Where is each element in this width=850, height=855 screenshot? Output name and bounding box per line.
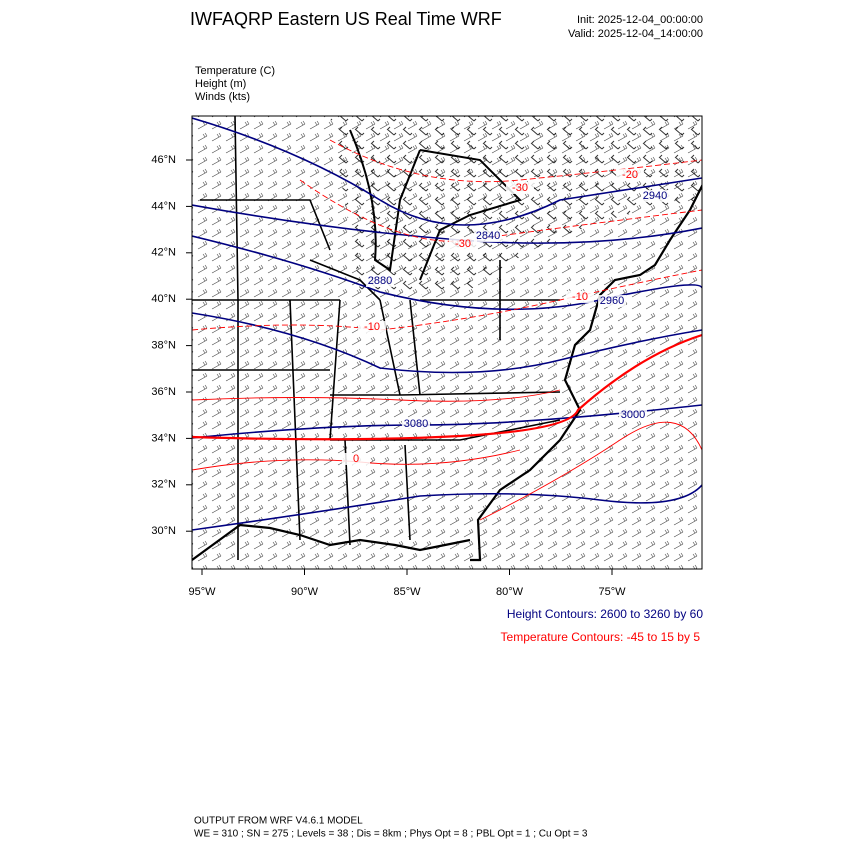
- lat-label: 36°N: [151, 386, 176, 398]
- contour-label-box: [449, 238, 477, 250]
- contour-label: 2880: [368, 275, 392, 287]
- field-label: Winds (kts): [195, 91, 250, 103]
- contour-label-box: [506, 182, 534, 194]
- field-label: Height (m): [195, 78, 246, 90]
- lon-label: 85°W: [393, 586, 421, 598]
- contour-label: -30: [455, 238, 471, 250]
- lat-label: 38°N: [151, 340, 176, 352]
- footer-line: OUTPUT FROM WRF V4.6.1 MODEL: [194, 816, 363, 827]
- lat-label: 30°N: [151, 525, 176, 537]
- title: IWFAQRP Eastern US Real Time WRF: [190, 9, 502, 29]
- temperature-legend: Temperature Contours: -45 to 15 by 5: [501, 630, 701, 644]
- wind-barbs-north: [330, 116, 700, 295]
- valid-time: Valid: 2025-12-04_14:00:00: [568, 28, 703, 40]
- contour-label-box: [566, 291, 594, 303]
- contour-label-box: [598, 295, 626, 307]
- contour-label-box: [619, 409, 647, 421]
- lat-label: 46°N: [151, 154, 176, 166]
- footer-line: WE = 310 ; SN = 275 ; Levels = 38 ; Dis …: [194, 829, 588, 840]
- contour-label: -10: [364, 321, 380, 333]
- contour-label: 2960: [600, 295, 624, 307]
- contour-label: 2840: [476, 230, 500, 242]
- contour-label: 2940: [643, 190, 667, 202]
- contour-label: -30: [512, 182, 528, 194]
- contour-label: 0: [353, 453, 359, 465]
- map-frame: [191, 115, 703, 570]
- contour-label: -10: [572, 291, 588, 303]
- map-body: [192, 116, 702, 569]
- lon-label: 75°W: [598, 586, 626, 598]
- contour-label-box: [641, 190, 669, 202]
- contour-label: 3080: [404, 418, 428, 430]
- contour-label-box: [358, 321, 386, 333]
- contour-label: 3000: [621, 409, 645, 421]
- contour-label: -20: [622, 169, 638, 181]
- init-time: Init: 2025-12-04_00:00:00: [577, 14, 703, 26]
- height-legend: Height Contours: 2600 to 3260 by 60: [507, 607, 703, 621]
- lat-label: 34°N: [151, 432, 176, 444]
- lat-label: 40°N: [151, 293, 176, 305]
- field-label: Temperature (C): [195, 65, 275, 77]
- lat-label: 32°N: [151, 479, 176, 491]
- contour-label-box: [402, 418, 430, 430]
- lon-label: 95°W: [188, 586, 216, 598]
- contour-label-box: [474, 230, 502, 242]
- contour-label-box: [342, 453, 370, 465]
- lat-label: 42°N: [151, 247, 176, 259]
- contour-label-box: [366, 275, 394, 287]
- lon-label: 80°W: [496, 586, 524, 598]
- lon-label: 90°W: [291, 586, 319, 598]
- lat-label: 44°N: [151, 200, 176, 212]
- contour-label-box: [616, 169, 644, 181]
